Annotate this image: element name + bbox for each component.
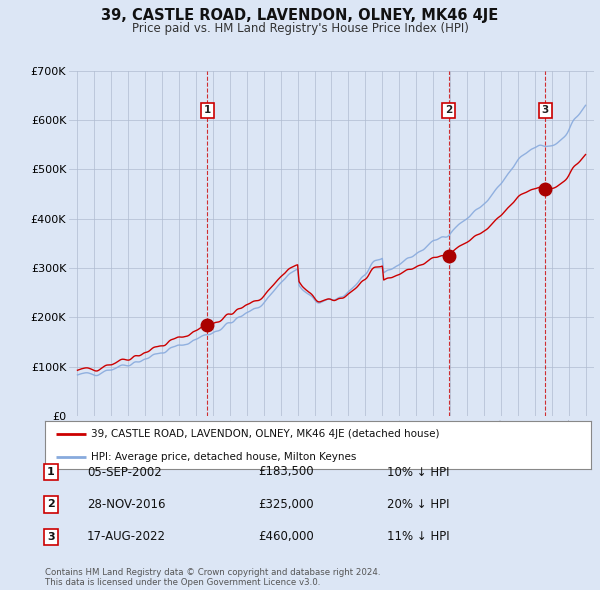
Text: 11% ↓ HPI: 11% ↓ HPI — [387, 530, 449, 543]
Text: £460,000: £460,000 — [258, 530, 314, 543]
Text: HPI: Average price, detached house, Milton Keynes: HPI: Average price, detached house, Milt… — [91, 452, 357, 462]
Text: 2: 2 — [47, 500, 55, 509]
Text: 1: 1 — [204, 106, 211, 116]
Text: 17-AUG-2022: 17-AUG-2022 — [87, 530, 166, 543]
Text: 2: 2 — [445, 106, 452, 116]
Text: 39, CASTLE ROAD, LAVENDON, OLNEY, MK46 4JE: 39, CASTLE ROAD, LAVENDON, OLNEY, MK46 4… — [101, 8, 499, 22]
Text: 05-SEP-2002: 05-SEP-2002 — [87, 466, 162, 478]
Text: Price paid vs. HM Land Registry's House Price Index (HPI): Price paid vs. HM Land Registry's House … — [131, 22, 469, 35]
Text: £183,500: £183,500 — [258, 466, 314, 478]
Text: 39, CASTLE ROAD, LAVENDON, OLNEY, MK46 4JE (detached house): 39, CASTLE ROAD, LAVENDON, OLNEY, MK46 4… — [91, 429, 440, 439]
Text: Contains HM Land Registry data © Crown copyright and database right 2024.
This d: Contains HM Land Registry data © Crown c… — [45, 568, 380, 587]
Text: 10% ↓ HPI: 10% ↓ HPI — [387, 466, 449, 478]
Text: 28-NOV-2016: 28-NOV-2016 — [87, 498, 166, 511]
Text: £325,000: £325,000 — [258, 498, 314, 511]
Text: 20% ↓ HPI: 20% ↓ HPI — [387, 498, 449, 511]
Text: 3: 3 — [47, 532, 55, 542]
Text: 1: 1 — [47, 467, 55, 477]
Text: 3: 3 — [542, 106, 549, 116]
